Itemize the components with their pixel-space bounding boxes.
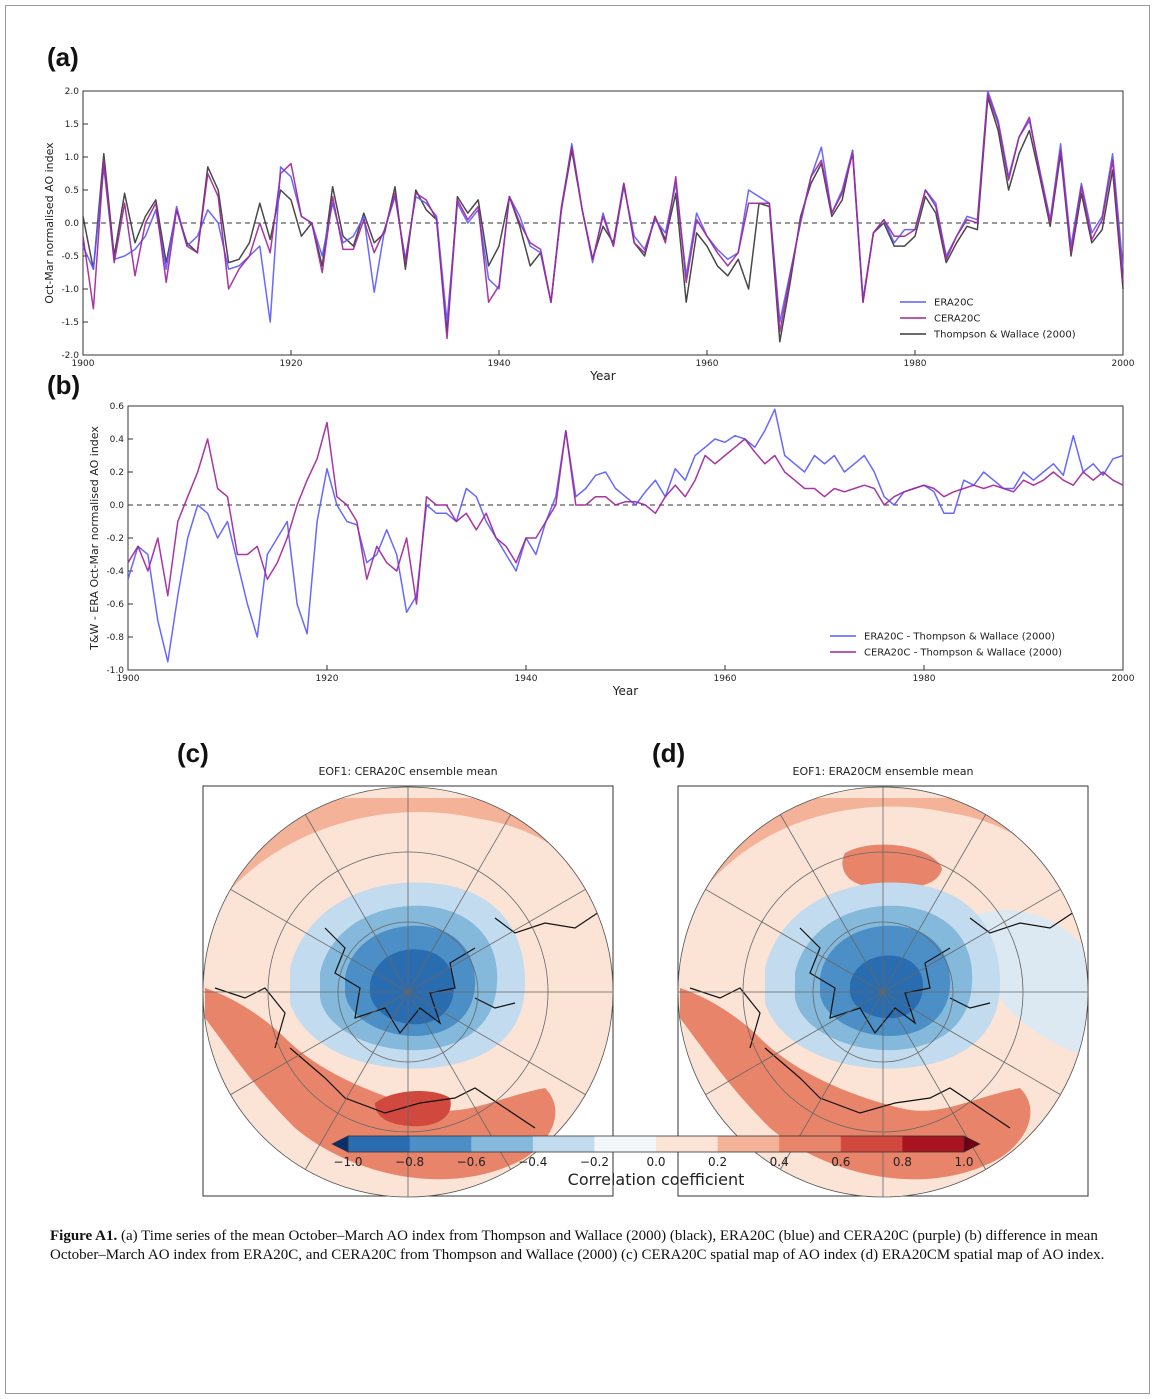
chart-a-ytick-label: 2.0	[65, 87, 80, 97]
map-c-graticule	[203, 787, 613, 1197]
chart-a-xtick-label: 1940	[488, 359, 511, 369]
colorbar-tick-label: 1.0	[954, 1155, 973, 1169]
chart-a-series-line	[82, 96, 1124, 343]
chart-b-ytick-label: 0.2	[110, 468, 124, 478]
colorbar-tick-label: −0.4	[518, 1155, 547, 1169]
map-d-contour-south	[680, 988, 1031, 1180]
map-c-boundary	[202, 786, 614, 1198]
colorbar-extend-low	[331, 1135, 349, 1153]
colorbar-tick-label: 0.4	[770, 1155, 789, 1169]
chart-a-ytick-label: -0.5	[61, 252, 79, 262]
chart-b-xtick-label: 1940	[515, 674, 538, 684]
map-d-coastlines	[689, 907, 1081, 1129]
chart-a-series-line	[82, 90, 1124, 323]
map-c-contour-pacific-north	[205, 798, 613, 918]
chart-a-xtick-label: 1980	[904, 359, 927, 369]
chart-b-xlabel: Year	[612, 684, 638, 698]
map-d: EOF1: ERA20CM ensemble mean	[677, 765, 1089, 1198]
colorbar-tick-label: 0.6	[831, 1155, 850, 1169]
map-c-contour-mediterranean	[375, 1091, 451, 1127]
colorbar-tick-label: −0.2	[580, 1155, 609, 1169]
colorbar-tick-label: 0.0	[646, 1155, 665, 1169]
colorbar-bin	[348, 1136, 411, 1152]
colorbar-bin	[471, 1136, 534, 1152]
chart-b-ytick-label: -0.2	[106, 534, 124, 544]
colorbar-bin	[902, 1136, 965, 1152]
colorbar-tick-label: 0.8	[893, 1155, 912, 1169]
colorbar-tick-label: 0.2	[708, 1155, 727, 1169]
chart-a-legend-label: CERA20C	[934, 314, 980, 325]
chart-a-ytick-label: 0.5	[65, 186, 79, 196]
chart-b-xtick-label: 1920	[316, 674, 339, 684]
chart-b-xtick-label: 2000	[1112, 674, 1135, 684]
caption-label: Figure A1.	[50, 1228, 118, 1244]
panel-label-a: (a)	[47, 42, 79, 72]
colorbar-bin	[594, 1136, 657, 1152]
map-d-contour-pacific-core	[842, 844, 942, 889]
colorbar-bin	[779, 1136, 842, 1152]
figure-frame	[5, 5, 1150, 1394]
chart-b-xtick-label: 1980	[913, 674, 936, 684]
panel-label-c: (c)	[177, 738, 209, 768]
chart-a-legend-label: Thompson & Wallace (2000)	[933, 330, 1076, 341]
caption-text: (a) Time series of the mean October–Marc…	[50, 1228, 1105, 1263]
colorbar-bin	[717, 1136, 780, 1152]
colorbar-label: Correlation coefficient	[568, 1170, 745, 1189]
chart-b-legend-label: ERA20C - Thompson & Wallace (2000)	[864, 632, 1055, 643]
chart-a-ytick-label: -2.0	[61, 351, 79, 361]
chart-b-ytick-label: 0.0	[110, 501, 125, 511]
chart-b-ytick-label: 0.6	[110, 402, 125, 412]
map-c-title: EOF1: CERA20C ensemble mean	[318, 765, 497, 778]
chart-a-ytick-label: -1.0	[61, 285, 79, 295]
colorbar-bin	[409, 1136, 472, 1152]
chart-a-xtick-label: 1920	[280, 359, 303, 369]
panel-label-d: (d)	[652, 738, 686, 768]
chart-b-series-line	[127, 421, 1124, 605]
chart-a-xtick-label: 1900	[72, 359, 95, 369]
panel-label-b: (b)	[47, 370, 81, 400]
colorbar-bin	[532, 1136, 595, 1152]
chart-a-ytick-label: -1.5	[61, 318, 79, 328]
figure-caption: Figure A1. (a) Time series of the mean O…	[50, 1227, 1125, 1265]
chart-a-xtick-label: 2000	[1112, 359, 1135, 369]
chart-a-xlabel: Year	[589, 369, 615, 383]
chart-b-ytick-label: -0.6	[106, 600, 124, 610]
chart-b-ytick-label: -1.0	[106, 666, 124, 676]
chart-b-series-line	[127, 408, 1124, 663]
chart-a-ylabel: Oct-Mar normalised AO index	[43, 142, 56, 304]
colorbar-extend-high	[963, 1135, 981, 1153]
chart-b-legend-label: CERA20C - Thompson & Wallace (2000)	[864, 648, 1062, 659]
colorbar-bin	[656, 1136, 719, 1152]
map-c-contour-south	[205, 988, 556, 1180]
map-c-field	[203, 787, 613, 1197]
chart-a-ytick-label: 0.0	[65, 219, 80, 229]
colorbar-tick-label: −1.0	[333, 1155, 362, 1169]
map-d-title: EOF1: ERA20CM ensemble mean	[793, 765, 974, 778]
colorbar-bin	[840, 1136, 903, 1152]
colorbar-tick-label: −0.8	[395, 1155, 424, 1169]
chart-a-legend-label: ERA20C	[934, 298, 973, 309]
chart-b-xtick-label: 1960	[714, 674, 737, 684]
chart-b-plot-area	[127, 405, 1124, 671]
chart-b-ytick-label: 0.4	[110, 435, 125, 445]
map-c-contour-arctic-core	[369, 949, 454, 1025]
chart-a-ytick-label: 1.0	[65, 153, 80, 163]
chart-b-ytick-label: -0.8	[106, 633, 124, 643]
chart-a-xtick-label: 1960	[696, 359, 719, 369]
map-d-boundary	[677, 786, 1089, 1198]
colorbar: −1.0 −0.8 −0.6 −0.4 −0.2 0.0 0.2 0.4 0.6 0.8 1.0 Co…	[331, 1135, 981, 1189]
chart-b-xtick-label: 1900	[117, 674, 140, 684]
colorbar-tick-label: −0.6	[457, 1155, 486, 1169]
chart-b-ylabel: T&W - ERA Oct-Mar normalised AO index	[88, 426, 101, 651]
chart-a-ytick-label: 1.5	[65, 120, 79, 130]
map-c: EOF1: CERA20C ensemble mean	[202, 765, 614, 1198]
chart-a-series-line	[82, 93, 1124, 340]
map-c-coastlines	[214, 907, 606, 1129]
colorbar-frame	[347, 1135, 965, 1153]
map-d-contour-asia-light	[970, 910, 1088, 1058]
chart-b-ytick-label: -0.4	[106, 567, 124, 577]
